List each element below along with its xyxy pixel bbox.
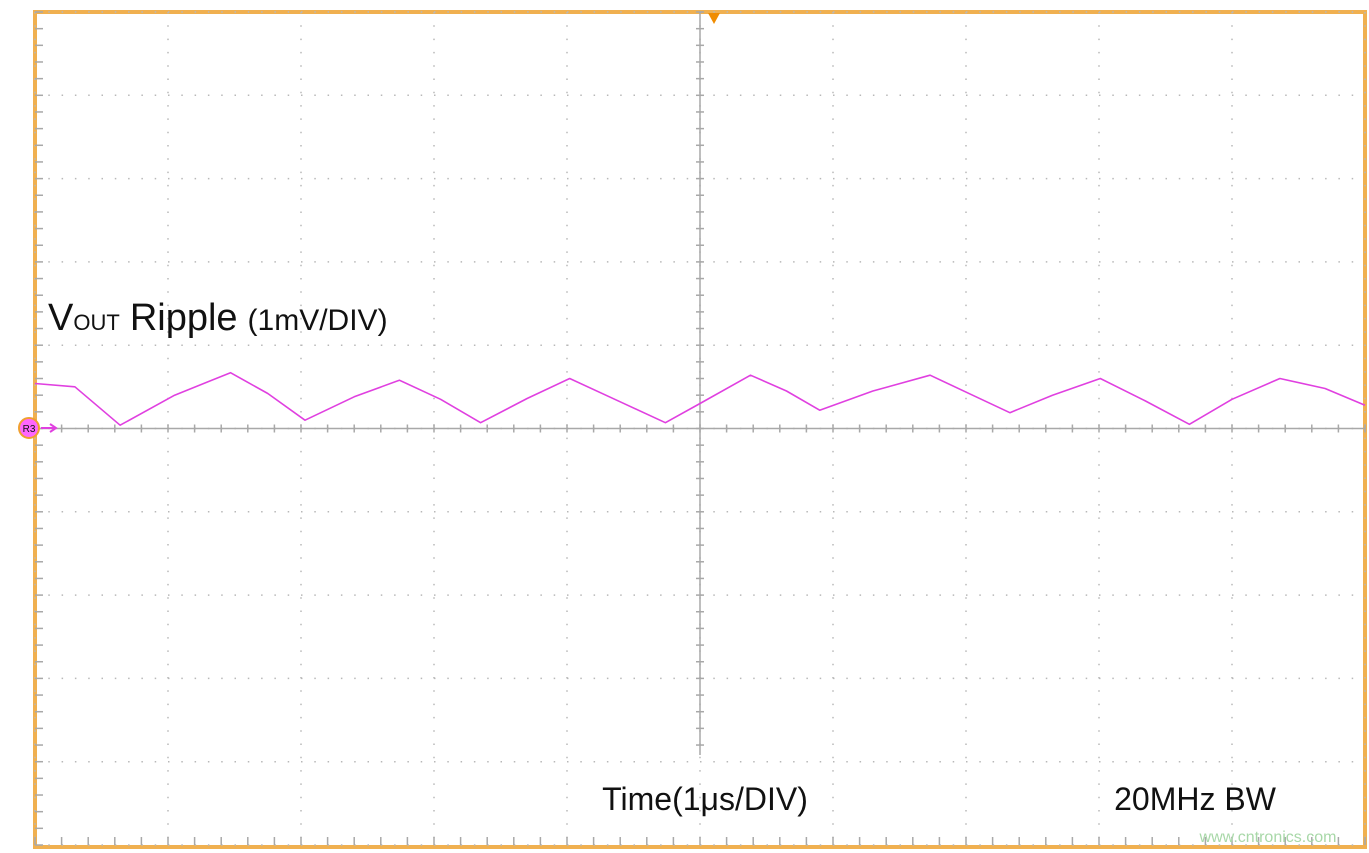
label-name: Ripple: [130, 297, 238, 339]
marker-label: R3: [23, 424, 36, 435]
marker-arrow: [41, 423, 58, 433]
annotation: 20MHz BW: [1114, 781, 1277, 817]
trace-label: VOUT Ripple (1mV/DIV): [48, 297, 388, 339]
grid: [34, 11, 1366, 846]
reference-marker: R3: [18, 417, 58, 439]
trace: [34, 371, 1366, 426]
x-axis-label: Time(1μs/DIV): [602, 781, 808, 817]
trigger-marker: [708, 13, 720, 24]
label-sub: OUT: [73, 310, 119, 335]
plot: [34, 371, 1366, 426]
label-scale: (1mV/DIV): [248, 304, 388, 337]
marker-circle: [18, 417, 40, 439]
label-main: V: [48, 297, 74, 339]
watermark: www.cntronics.com: [1199, 829, 1337, 846]
